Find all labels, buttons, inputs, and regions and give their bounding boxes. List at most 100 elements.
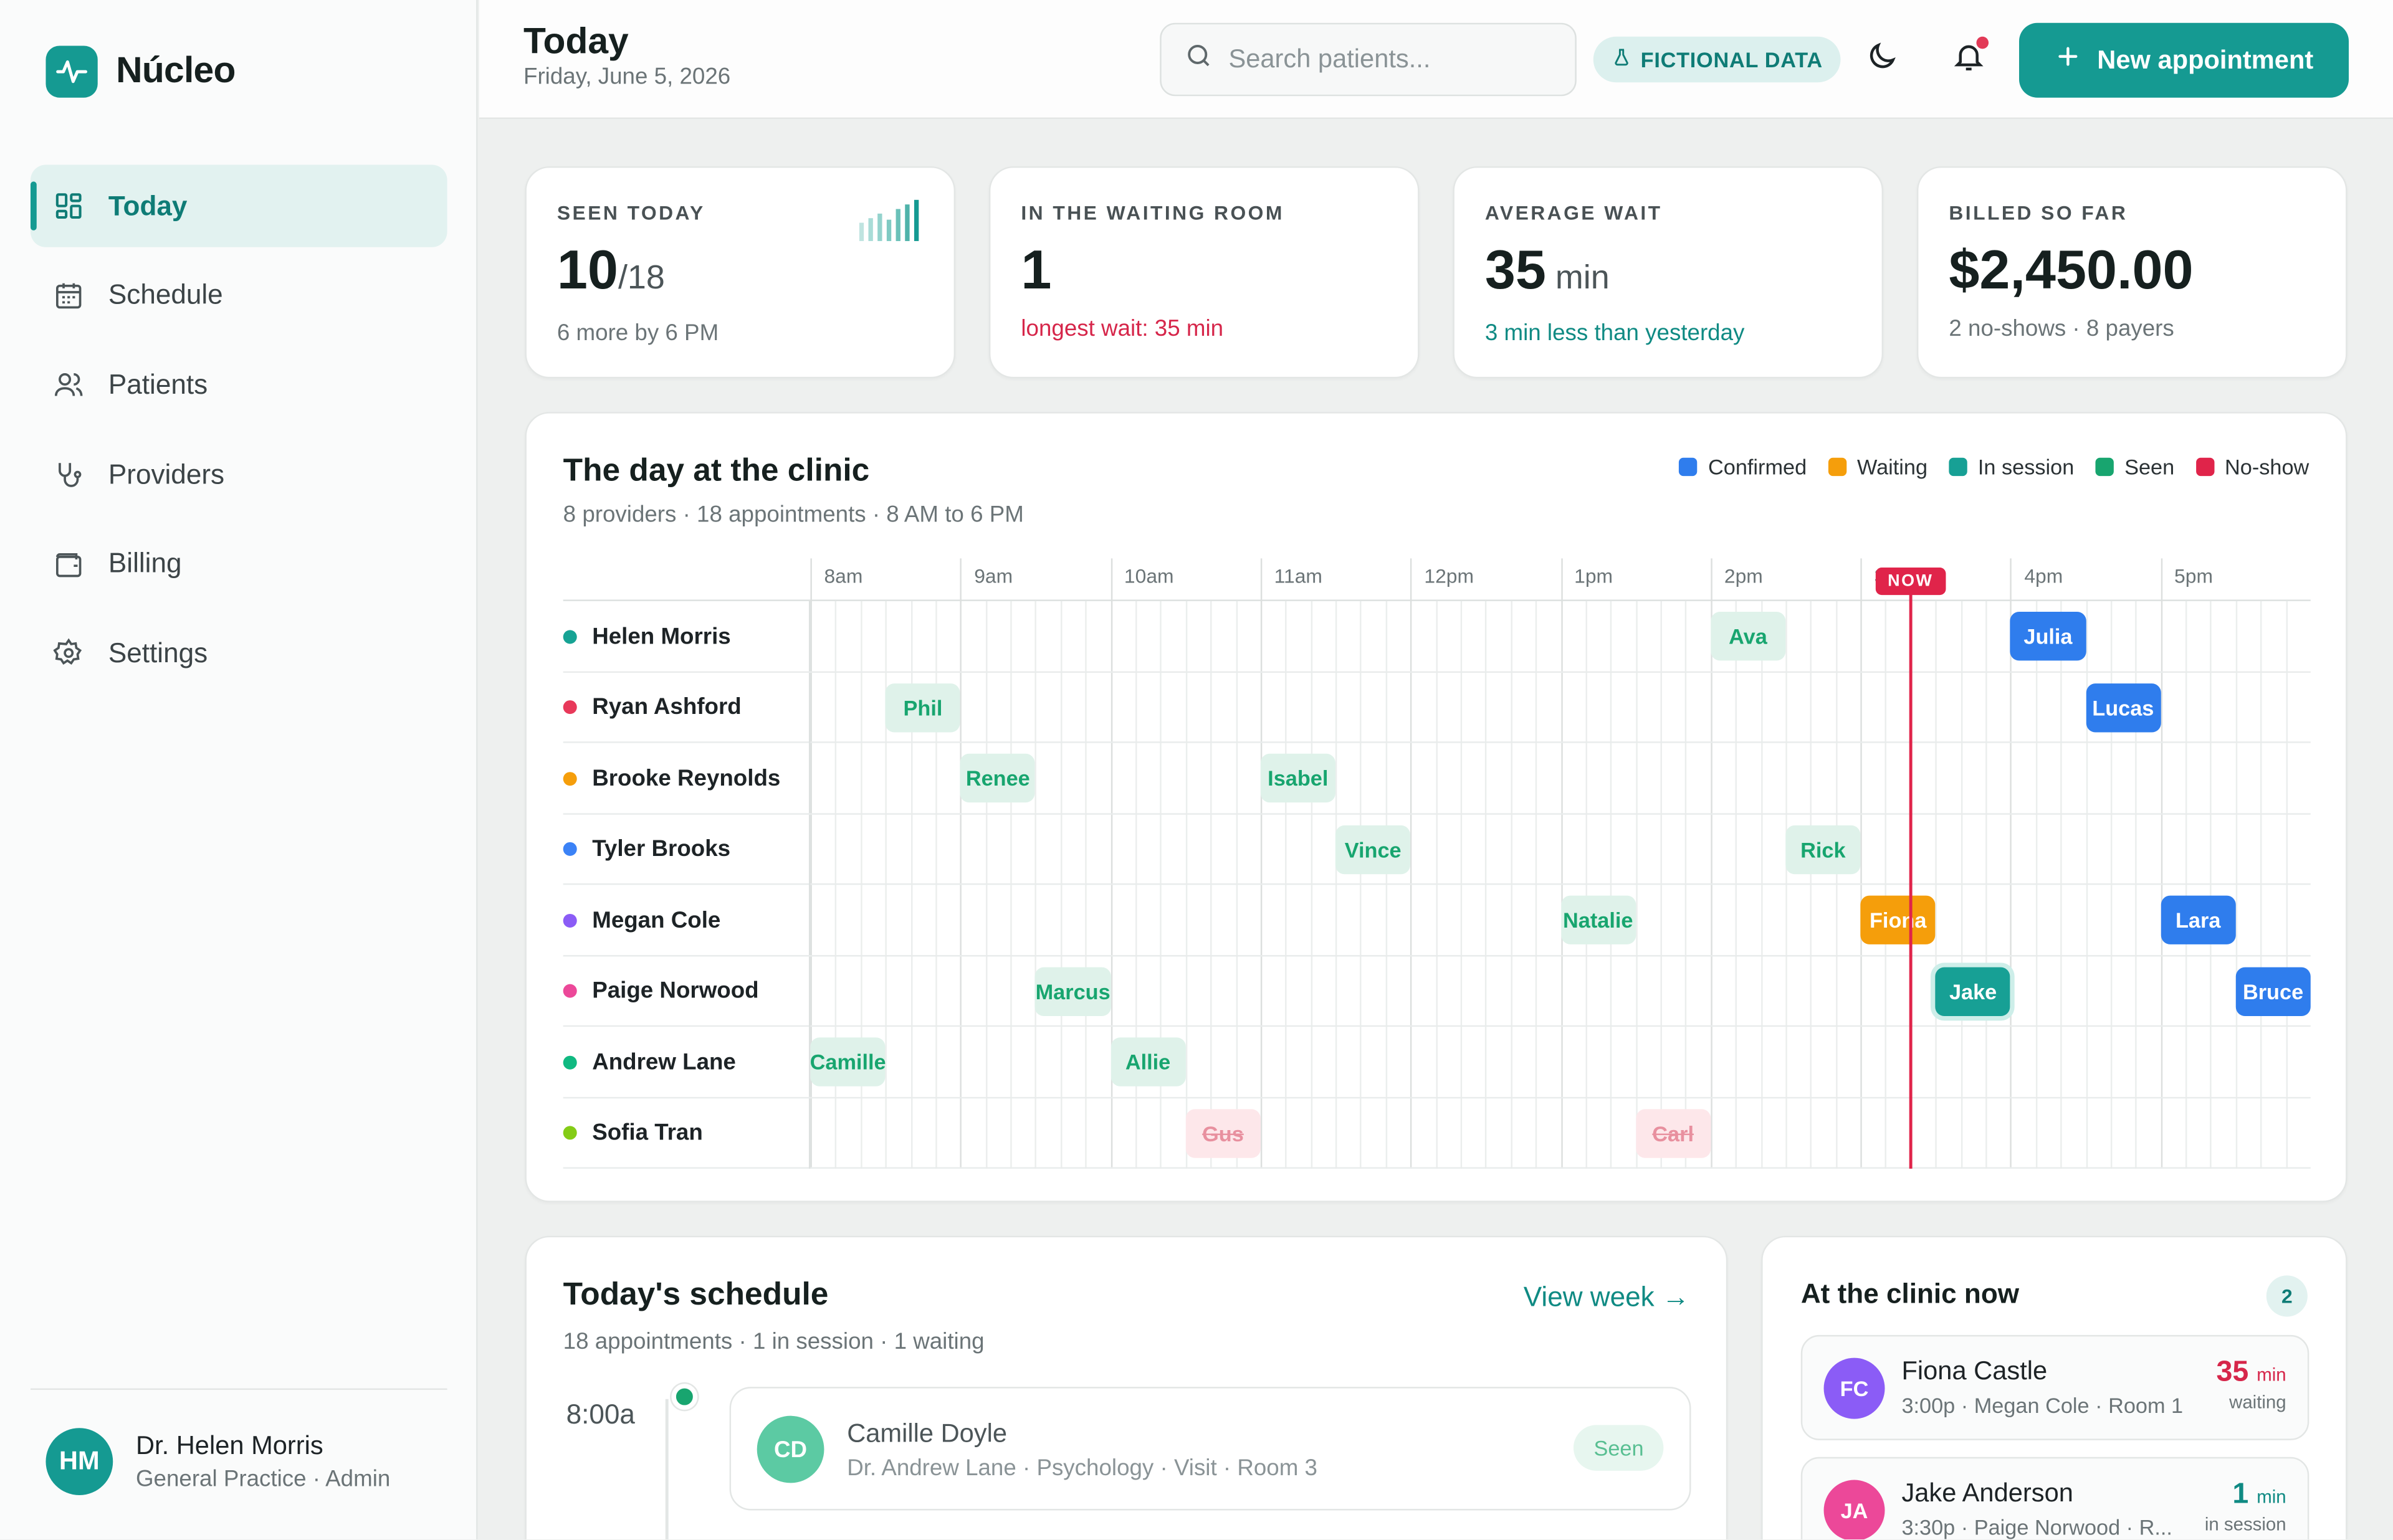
hour-label: 11am xyxy=(1274,564,1322,587)
provider-name[interactable]: Ryan Ashford xyxy=(563,672,811,743)
provider-row: Megan Cole xyxy=(563,885,2311,956)
sidebar-item-schedule[interactable]: Schedule xyxy=(31,254,447,336)
appointment-card[interactable]: CD Camille Doyle Dr. Andrew Lane · Psych… xyxy=(729,1387,1691,1511)
appointment-block[interactable]: Allie xyxy=(1110,1037,1186,1086)
status-dot xyxy=(671,1384,698,1410)
grid-line xyxy=(885,601,887,1169)
legend-swatch xyxy=(1679,457,1698,477)
provider-name-label: Helen Morris xyxy=(592,623,731,650)
users-icon xyxy=(52,368,85,402)
grid-line xyxy=(1810,601,1812,1169)
provider-name[interactable]: Helen Morris xyxy=(563,601,811,672)
search-input[interactable] xyxy=(1228,44,1549,75)
sidebar-nav: Today Schedule Patients Providers xyxy=(30,164,447,701)
new-appointment-label: New appointment xyxy=(2097,45,2314,74)
grid-line xyxy=(2260,601,2262,1169)
notifications-button[interactable] xyxy=(1946,36,1991,82)
clinic-now-title: At the clinic now xyxy=(1800,1278,2020,1309)
hour-label: 12pm xyxy=(1424,564,1474,587)
grid-line xyxy=(1785,601,1787,1169)
patient-card-jake[interactable]: JA Jake Anderson 3:30p · Paige Norwood ·… xyxy=(1800,1457,2309,1540)
appointment-block[interactable]: Jake xyxy=(1935,966,2011,1015)
provider-name[interactable]: Brooke Reynolds xyxy=(563,743,811,814)
appointment-block[interactable]: Camille xyxy=(810,1037,886,1086)
provider-color-dot xyxy=(563,629,577,644)
patient-name: Jake Anderson xyxy=(1901,1478,2073,1508)
search-box[interactable] xyxy=(1160,22,1577,97)
appointment-block[interactable]: Renee xyxy=(960,753,1036,803)
legend-item: Confirmed xyxy=(1679,455,1807,479)
provider-row: Andrew Lane xyxy=(563,1027,2311,1098)
patient-card-fiona[interactable]: FC Fiona Castle 3:00p · Megan Cole · Roo… xyxy=(1800,1334,2309,1440)
stat-label: BILLED SO FAR xyxy=(1949,201,2128,225)
sidebar-item-today[interactable]: Today xyxy=(30,164,447,247)
legend-item: No-show xyxy=(2195,455,2309,479)
hour-label: 5pm xyxy=(2174,564,2214,587)
provider-color-dot xyxy=(563,913,577,927)
legend-item: Waiting xyxy=(1828,455,1927,479)
grid-line xyxy=(1935,601,1937,1169)
stat-value: 1 xyxy=(1021,238,1052,301)
provider-name[interactable]: Tyler Brooks xyxy=(563,814,811,885)
legend-label: In session xyxy=(1977,454,2075,479)
status-badge: Seen xyxy=(1574,1425,1664,1471)
grid-line xyxy=(985,601,987,1169)
grid-line xyxy=(1835,601,1837,1169)
timeline-grid: 8am9am10am11am12pm1pm2pm3pm4pm5pmHelen M… xyxy=(563,558,2311,1169)
brand-name: Núcleo xyxy=(116,50,236,92)
sidebar-item-patients[interactable]: Patients xyxy=(31,344,447,426)
grid-line xyxy=(2010,558,2012,1169)
search-icon xyxy=(1184,41,1213,78)
provider-name-label: Ryan Ashford xyxy=(592,694,742,720)
view-week-link[interactable]: View week → xyxy=(1523,1281,1690,1313)
sidebar-item-billing[interactable]: Billing xyxy=(31,523,447,605)
provider-name[interactable]: Megan Cole xyxy=(563,885,811,956)
appointment-block[interactable]: Bruce xyxy=(2235,966,2311,1015)
appointment-block[interactable]: Fiona xyxy=(1860,895,1936,944)
provider-name-label: Andrew Lane xyxy=(592,1048,736,1075)
appointment-block[interactable]: Natalie xyxy=(1560,895,1636,944)
appointment-block[interactable]: Carl xyxy=(1635,1108,1711,1157)
provider-name[interactable]: Sofia Tran xyxy=(563,1098,811,1168)
todays-schedule-card: Today's schedule View week → 18 appointm… xyxy=(525,1235,1728,1540)
provider-name[interactable]: Paige Norwood xyxy=(563,956,811,1026)
appointment-block[interactable]: Phil xyxy=(885,682,961,732)
appointment-block[interactable]: Ava xyxy=(1710,612,1786,661)
sidebar-item-settings[interactable]: Settings xyxy=(31,612,447,695)
stat-card-waiting-room: IN THE WAITING ROOM 1 longest wait: 35 m… xyxy=(988,166,1420,379)
now-indicator-line xyxy=(1909,570,1913,1169)
grid-line xyxy=(2210,601,2212,1169)
appointment-block[interactable]: Rick xyxy=(1785,824,1861,874)
appointment-block[interactable]: Marcus xyxy=(1035,966,1111,1015)
appointment-details: Dr. Andrew Lane · Psychology · Visit · R… xyxy=(847,1455,1317,1481)
appointment-block[interactable]: Julia xyxy=(2010,612,2086,661)
appointment-block[interactable]: Lara xyxy=(2161,895,2236,944)
appointment-block[interactable]: Gus xyxy=(1185,1108,1261,1157)
grid-line xyxy=(810,558,812,1169)
grid-line xyxy=(1760,601,1762,1169)
appointment-block[interactable]: Lucas xyxy=(2085,682,2161,732)
brand[interactable]: Núcleo xyxy=(45,45,236,98)
provider-color-dot xyxy=(563,700,577,715)
grid-line xyxy=(1360,601,1362,1169)
sidebar: Núcleo Today Schedule Patients xyxy=(0,0,478,1540)
appointment-block[interactable]: Vince xyxy=(1335,824,1411,874)
grid-line xyxy=(1085,601,1087,1169)
sidebar-item-label: Patients xyxy=(108,369,208,400)
bell-icon xyxy=(1952,39,1985,80)
stat-card-average-wait: AVERAGE WAIT 35 min 3 min less than yest… xyxy=(1453,166,1884,379)
hour-label: 4pm xyxy=(2024,564,2063,587)
grid-line xyxy=(960,558,962,1169)
dark-mode-toggle[interactable] xyxy=(1859,37,1904,82)
grid-line xyxy=(1685,601,1688,1169)
provider-row: Tyler Brooks xyxy=(563,814,2311,885)
timeline-title: The day at the clinic xyxy=(563,453,870,488)
provider-name[interactable]: Andrew Lane xyxy=(563,1027,811,1097)
current-user[interactable]: HM Dr. Helen Morris General Practice · A… xyxy=(45,1428,390,1496)
stat-subtext: longest wait: 35 min xyxy=(1021,315,1224,342)
sidebar-item-providers[interactable]: Providers xyxy=(31,434,447,516)
appointment-block[interactable]: Isabel xyxy=(1260,753,1335,803)
page-title: Today xyxy=(523,21,629,63)
provider-name-label: Paige Norwood xyxy=(592,977,759,1004)
new-appointment-button[interactable]: New appointment xyxy=(2019,22,2349,98)
